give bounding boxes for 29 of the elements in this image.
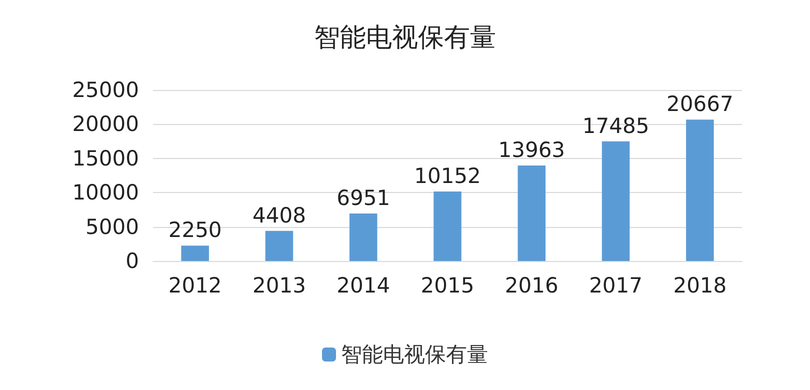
bar xyxy=(602,141,630,261)
data-label: 4408 xyxy=(252,203,306,228)
y-tick-label: 15000 xyxy=(72,146,139,170)
y-tick-label: 10000 xyxy=(72,180,139,205)
x-tick-label: 2014 xyxy=(336,274,390,298)
x-tick-label: 2018 xyxy=(673,274,727,298)
x-tick-label: 2013 xyxy=(252,274,306,298)
y-tick-label: 5000 xyxy=(86,214,139,239)
data-label: 13963 xyxy=(498,138,566,162)
bar xyxy=(181,246,209,261)
bar xyxy=(349,213,378,261)
data-label: 6951 xyxy=(336,186,390,210)
y-tick-label: 25000 xyxy=(72,78,139,102)
bar xyxy=(686,120,714,261)
bar xyxy=(518,165,546,261)
x-tick-label: 2016 xyxy=(504,274,558,298)
data-label: 2250 xyxy=(168,218,222,242)
x-tick-label: 2017 xyxy=(589,274,643,298)
y-tick-label: 20000 xyxy=(72,112,139,136)
bar xyxy=(434,192,462,261)
bar xyxy=(265,230,294,261)
x-tick-label: 2015 xyxy=(420,274,474,298)
chart-title: 智能电视保有量 xyxy=(314,23,496,53)
x-tick-label: 2012 xyxy=(168,274,222,298)
legend-label: 智能电视保有量 xyxy=(341,342,488,366)
y-tick-label: 0 xyxy=(126,249,139,273)
data-label: 10152 xyxy=(414,164,481,188)
data-label: 20667 xyxy=(666,92,734,116)
data-label: 17485 xyxy=(582,114,650,138)
